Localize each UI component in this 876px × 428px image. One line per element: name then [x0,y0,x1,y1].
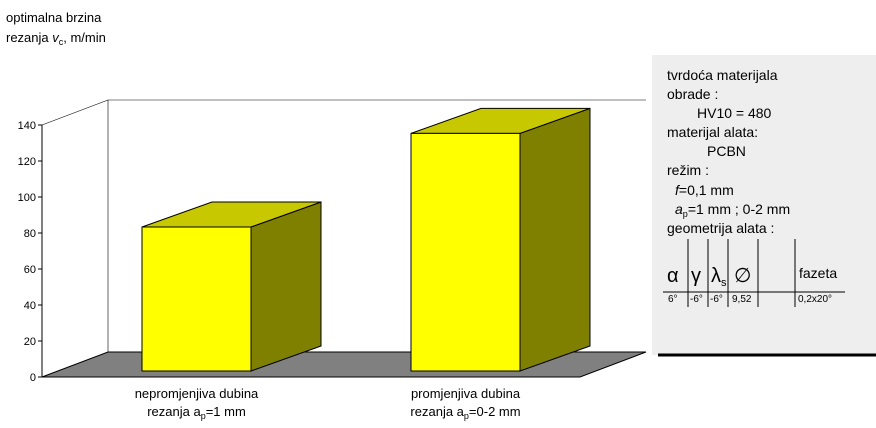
info-line: geometrija alata : [667,220,774,236]
info-line: tvrdoća materijala [667,67,778,83]
table-header: γ [691,265,701,287]
y-tick-label: 0 [30,372,36,384]
table-cell: 6° [668,294,678,305]
table-header: λs [711,265,727,289]
table-cell: 9,52 [732,294,752,305]
label-part: =0-2 mm [469,404,521,419]
geometry-table [663,239,845,307]
bar-side [519,107,591,372]
bar [410,132,521,372]
info-panel: tvrdoća materijala obrade : HV10 = 480 m… [652,55,876,357]
y-axis-label: rezanja vc, m/min [6,30,106,47]
label-part: , m/min [63,30,106,45]
y-tick-label: 120 [18,156,36,168]
y-tick-label: 100 [18,192,36,204]
y-axis-label: optimalna brzina [6,10,102,25]
label-part: rezanja a [147,404,201,419]
x-tick-label: promjenjiva dubina [411,386,521,401]
y-tick-label: 140 [18,120,36,132]
info-line: HV10 = 480 [697,105,772,121]
y-tick-label: 80 [24,228,36,240]
bar [141,226,252,372]
info-line: režim : [667,162,709,178]
table-header: fazeta [799,265,837,281]
info-line: materijal alata: [667,124,758,140]
label-part: optimalna brzina [6,10,102,25]
info-feed: f=0,1 mm [675,182,734,198]
bar-side [250,201,322,372]
wall-edge [41,99,109,126]
label-part: rezanja [6,30,52,45]
info-depth: ap=1 mm ; 0-2 mm [675,201,790,219]
x-tick-label: rezanja ap=0-2 mm [410,404,520,421]
y-tick-label: 40 [24,300,36,312]
x-tick-label: nepromjenjiva dubina [135,386,259,401]
table-cell: -6° [690,294,703,305]
table-header: ∅ [734,265,751,287]
panel-bg [652,55,876,355]
label-part: c [59,37,64,47]
label-part: =1 mm [206,404,246,419]
table-cell: -6° [710,294,723,305]
x-tick-label: rezanja ap=1 mm [147,404,246,421]
table-cell: 0,2x20° [798,294,832,305]
label-part: rezanja a [410,404,464,419]
table-header: α [667,265,679,287]
label-part: p [201,411,206,421]
label-part: p [464,411,469,421]
label-part: v [52,30,60,45]
info-line: PCBN [707,143,746,159]
y-tick-label: 20 [24,336,36,348]
info-line: obrade : [667,86,718,102]
y-tick-label: 60 [24,264,36,276]
